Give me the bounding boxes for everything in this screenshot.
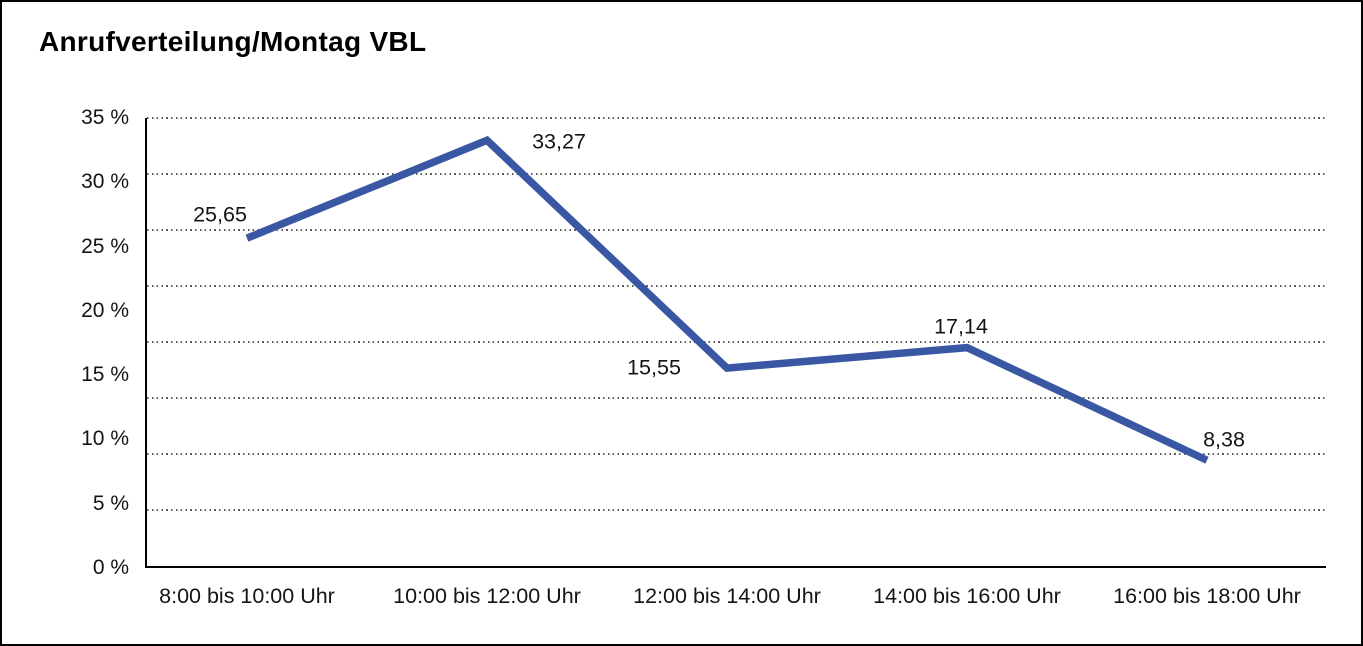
data-line-svg: [245, 135, 1209, 464]
x-tick-label: 12:00 bis 14:00 Uhr: [633, 584, 821, 608]
gridline: [147, 285, 1326, 287]
gridline: [147, 341, 1326, 343]
y-tick-label: 0 %: [92, 556, 129, 579]
gridline: [147, 229, 1326, 231]
gridline: [147, 117, 1326, 119]
x-tick-label: 10:00 bis 12:00 Uhr: [393, 584, 581, 608]
data-line: [245, 135, 1209, 464]
y-tick-label: 20 %: [81, 298, 129, 322]
gridline: [147, 509, 1326, 511]
gridline: [147, 397, 1326, 399]
y-tick-label: 15 %: [81, 363, 129, 387]
y-tick-label: 10 %: [81, 427, 129, 451]
y-tick-label: 30 %: [81, 170, 129, 194]
x-tick-label: 14:00 bis 16:00 Uhr: [873, 584, 1061, 608]
y-tick-label: 5 %: [92, 491, 129, 515]
gridline: [147, 453, 1326, 455]
data-value-label: 25,65: [193, 202, 247, 227]
data-value-label: 15,55: [627, 355, 681, 380]
data-value-label: 8,38: [1203, 427, 1245, 452]
y-tick-label: 25 %: [81, 234, 129, 258]
data-value-label: 33,27: [532, 129, 586, 154]
x-tick-label: 16:00 bis 18:00 Uhr: [1113, 584, 1301, 608]
plot-area: [145, 117, 1326, 568]
gridline: [147, 173, 1326, 175]
chart-title: Anrufverteilung/Montag VBL: [39, 26, 427, 57]
data-value-label: 17,14: [934, 314, 988, 339]
x-tick-label: 8:00 bis 10:00 Uhr: [159, 584, 335, 608]
y-tick-label: 35 %: [81, 106, 129, 129]
